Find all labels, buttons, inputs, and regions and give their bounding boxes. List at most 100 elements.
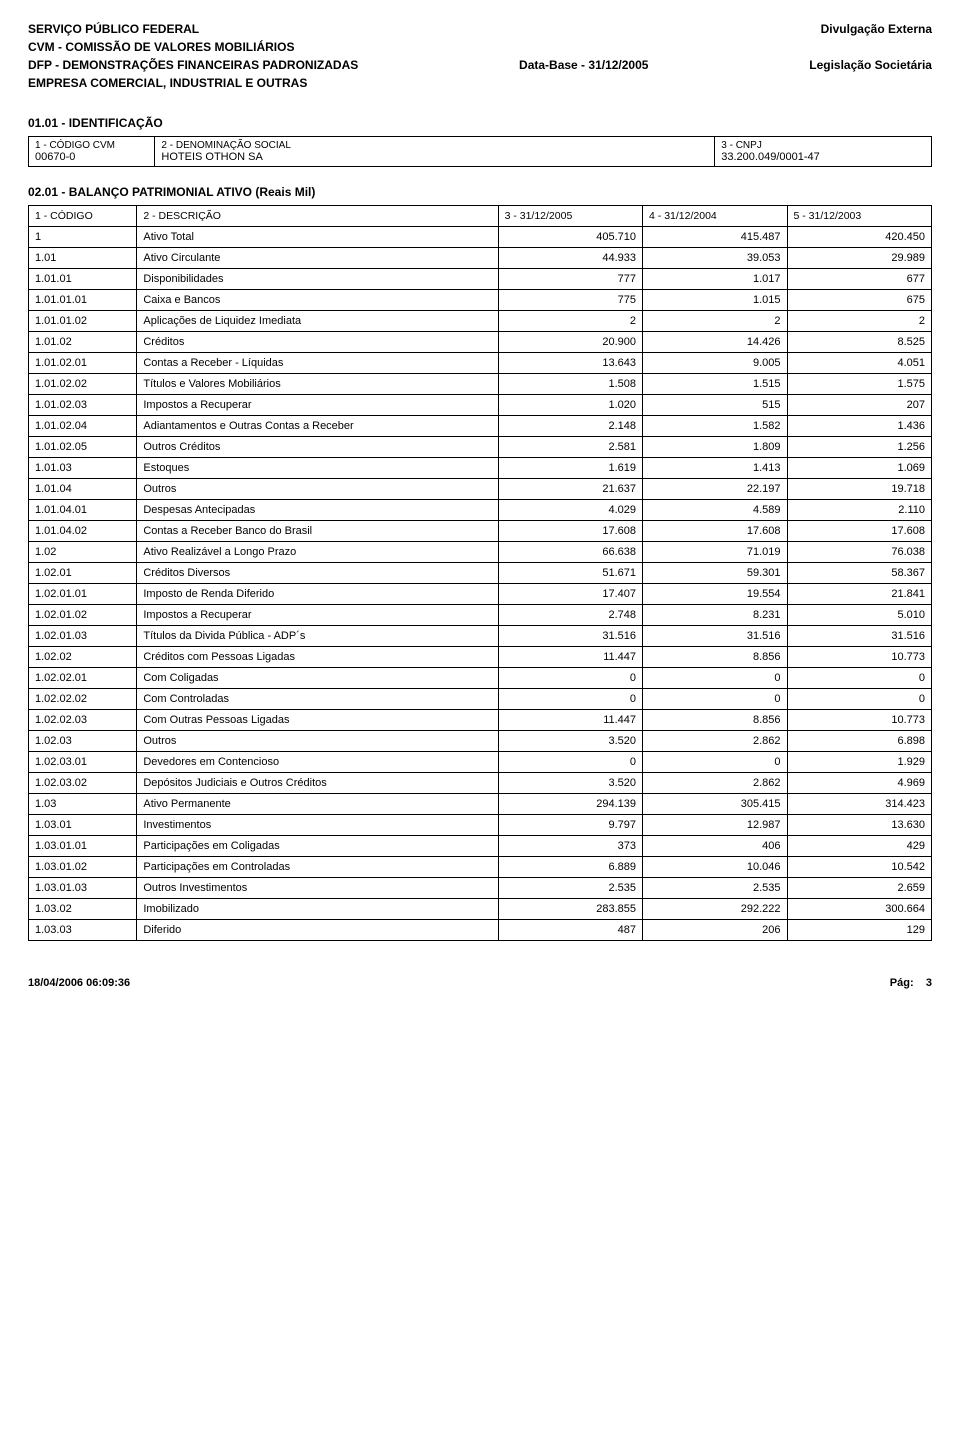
table-cell: 0 — [787, 689, 932, 710]
table-cell: 4.589 — [643, 500, 787, 521]
table-cell: 5.010 — [787, 605, 932, 626]
table-row: 1.02.01Créditos Diversos51.67159.30158.3… — [29, 563, 932, 584]
table-cell: 1.02.01.02 — [29, 605, 137, 626]
table-cell: 76.038 — [787, 542, 932, 563]
table-cell: 305.415 — [643, 794, 787, 815]
table-cell: Estoques — [137, 458, 498, 479]
table-cell: 3.520 — [498, 731, 642, 752]
table-cell: 1.02.03 — [29, 731, 137, 752]
table-cell: 405.710 — [498, 227, 642, 248]
table-cell: 2.748 — [498, 605, 642, 626]
table-row: 1.02.02Créditos com Pessoas Ligadas11.44… — [29, 647, 932, 668]
table-cell: 2.581 — [498, 437, 642, 458]
table-cell: 1.01.02 — [29, 332, 137, 353]
table-cell: 1.01.04.01 — [29, 500, 137, 521]
bal-hdr-0: 1 - CÓDIGO — [29, 206, 137, 227]
table-cell: 0 — [498, 752, 642, 773]
table-cell: 1.03.02 — [29, 899, 137, 920]
table-cell: 1.02.03.01 — [29, 752, 137, 773]
page-header: SERVIÇO PÚBLICO FEDERAL Divulgação Exter… — [28, 20, 932, 92]
table-cell: 29.989 — [787, 248, 932, 269]
ident-col2-label: 2 - DENOMINAÇÃO SOCIAL — [161, 140, 708, 151]
table-cell: Ativo Total — [137, 227, 498, 248]
table-cell: 2.535 — [498, 878, 642, 899]
table-cell: 1.01.04.02 — [29, 521, 137, 542]
table-row: 1.01.03Estoques1.6191.4131.069 — [29, 458, 932, 479]
table-cell: Com Controladas — [137, 689, 498, 710]
table-cell: 1.01.01 — [29, 269, 137, 290]
table-row: 1.03.01Investimentos9.79712.98713.630 — [29, 815, 932, 836]
hdr-l2-left: CVM - COMISSÃO DE VALORES MOBILIÁRIOS — [28, 38, 294, 56]
table-cell: 8.525 — [787, 332, 932, 353]
table-cell: 1.02.01.03 — [29, 626, 137, 647]
table-cell: 677 — [787, 269, 932, 290]
table-cell: 1.01.01.02 — [29, 311, 137, 332]
table-cell: 1.436 — [787, 416, 932, 437]
table-cell: 14.426 — [643, 332, 787, 353]
bal-hdr-4: 5 - 31/12/2003 — [787, 206, 932, 227]
table-cell: 0 — [643, 752, 787, 773]
table-cell: Outros Créditos — [137, 437, 498, 458]
table-row: 1.03.01.03Outros Investimentos2.5352.535… — [29, 878, 932, 899]
table-cell: 71.019 — [643, 542, 787, 563]
table-cell: 1.020 — [498, 395, 642, 416]
table-cell: 10.773 — [787, 710, 932, 731]
table-cell: 292.222 — [643, 899, 787, 920]
table-row: 1.01.01.02Aplicações de Liquidez Imediat… — [29, 311, 932, 332]
table-cell: Disponibilidades — [137, 269, 498, 290]
table-cell: 1.017 — [643, 269, 787, 290]
table-cell: Adiantamentos e Outras Contas a Receber — [137, 416, 498, 437]
table-row: 1.01.01Disponibilidades7771.017677 — [29, 269, 932, 290]
table-cell: 6.898 — [787, 731, 932, 752]
table-row: 1Ativo Total405.710415.487420.450 — [29, 227, 932, 248]
bal-hdr-3: 4 - 31/12/2004 — [643, 206, 787, 227]
table-cell: 1.03 — [29, 794, 137, 815]
table-cell: 1.02.01.01 — [29, 584, 137, 605]
table-row: 1.03.02Imobilizado283.855292.222300.664 — [29, 899, 932, 920]
table-cell: Créditos com Pessoas Ligadas — [137, 647, 498, 668]
table-cell: 675 — [787, 290, 932, 311]
table-cell: 1.01.03 — [29, 458, 137, 479]
table-cell: 13.630 — [787, 815, 932, 836]
table-cell: 17.608 — [643, 521, 787, 542]
table-cell: 429 — [787, 836, 932, 857]
table-cell: 1.582 — [643, 416, 787, 437]
table-cell: Depósitos Judiciais e Outros Créditos — [137, 773, 498, 794]
table-cell: Investimentos — [137, 815, 498, 836]
table-cell: 515 — [643, 395, 787, 416]
table-row: 1.02.02.03Com Outras Pessoas Ligadas11.4… — [29, 710, 932, 731]
table-row: 1.02.03.01Devedores em Contencioso001.92… — [29, 752, 932, 773]
table-row: 1.02.01.03Títulos da Divida Pública - AD… — [29, 626, 932, 647]
table-cell: 373 — [498, 836, 642, 857]
table-cell: 777 — [498, 269, 642, 290]
table-cell: 314.423 — [787, 794, 932, 815]
table-cell: 1.03.01 — [29, 815, 137, 836]
table-cell: 415.487 — [643, 227, 787, 248]
table-cell: 1.069 — [787, 458, 932, 479]
table-cell: Despesas Antecipadas — [137, 500, 498, 521]
table-row: 1.02.01.01Imposto de Renda Diferido17.40… — [29, 584, 932, 605]
ident-section-title: 01.01 - IDENTIFICAÇÃO — [28, 116, 932, 130]
table-cell: 1.03.01.02 — [29, 857, 137, 878]
table-cell: Títulos e Valores Mobiliários — [137, 374, 498, 395]
table-row: 1.02.02.01Com Coligadas000 — [29, 668, 932, 689]
table-cell: 3.520 — [498, 773, 642, 794]
table-cell: Diferido — [137, 920, 498, 941]
table-cell: 1.413 — [643, 458, 787, 479]
table-cell: 1.02.03.02 — [29, 773, 137, 794]
table-cell: 1.01.02.01 — [29, 353, 137, 374]
table-row: 1.01.02.04Adiantamentos e Outras Contas … — [29, 416, 932, 437]
table-cell: 13.643 — [498, 353, 642, 374]
table-row: 1.02.02.02Com Controladas000 — [29, 689, 932, 710]
ident-col1-label: 1 - CÓDIGO CVM — [35, 140, 148, 151]
table-cell: 487 — [498, 920, 642, 941]
table-cell: Participações em Controladas — [137, 857, 498, 878]
table-cell: 10.542 — [787, 857, 932, 878]
table-cell: Caixa e Bancos — [137, 290, 498, 311]
table-cell: 1.03.03 — [29, 920, 137, 941]
table-cell: 22.197 — [643, 479, 787, 500]
table-cell: 4.969 — [787, 773, 932, 794]
table-cell: Participações em Coligadas — [137, 836, 498, 857]
table-cell: 4.029 — [498, 500, 642, 521]
table-cell: 406 — [643, 836, 787, 857]
